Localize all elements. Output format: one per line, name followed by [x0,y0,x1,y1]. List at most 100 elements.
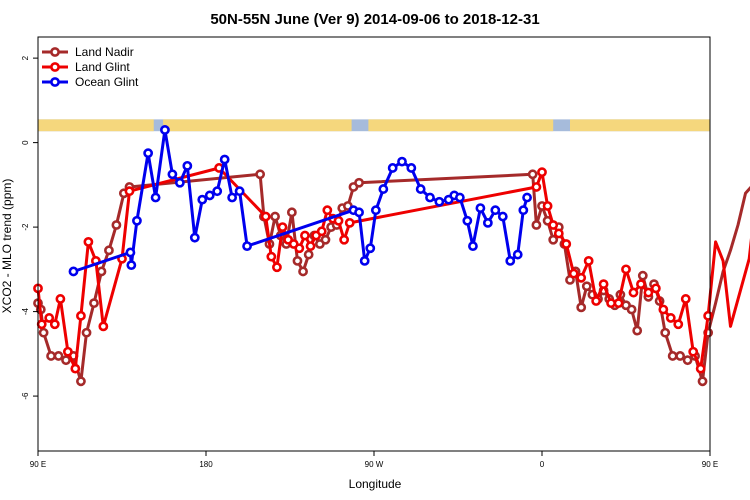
data-point [333,215,344,226]
data-point [576,272,587,283]
data-point [583,255,594,266]
data-point [44,313,55,323]
data-point [415,184,426,194]
data-point [697,376,708,387]
legend-swatch-marker [50,77,60,87]
data-point [55,294,66,304]
data-point [675,351,686,361]
data-point [548,220,559,230]
data-point [370,205,381,216]
data-point [197,194,208,205]
data-point [125,247,136,258]
data-point [70,363,81,374]
data-point [62,346,73,357]
data-point [628,287,639,298]
y-tick-label: -6 [21,392,30,400]
data-point [189,232,200,243]
data-point [568,268,579,279]
data-point [632,325,643,336]
data-point [270,211,280,222]
data-point [68,266,79,277]
data-point [354,207,364,218]
data-point [294,243,305,254]
data-point [454,192,465,203]
series-layer [33,125,750,387]
data-point [174,177,185,188]
data-point [36,319,47,330]
y-tick-label: 0 [21,140,30,145]
data-point [505,255,516,266]
data-point [81,327,92,338]
series-land-nadir [33,169,750,387]
data-point [475,203,486,213]
data-point [518,205,529,216]
data-point [53,351,64,361]
data-point [322,205,333,216]
data-point [482,217,493,228]
data-point [537,167,547,178]
data-point [703,310,714,321]
data-point [182,160,193,171]
data-point [680,294,691,304]
data-point [650,283,661,294]
data-point [150,192,161,203]
data-point [104,245,114,256]
data-point [344,217,355,228]
series-ocean-glint [68,125,532,277]
data-point [576,302,587,313]
data-point [49,319,60,330]
data-point [242,241,252,252]
legend-swatch-marker [50,62,60,72]
data-point [397,156,407,167]
data-point [626,304,637,315]
data-point [303,249,314,260]
data-point [673,319,684,330]
data-point [98,321,109,332]
data-point [227,192,238,203]
data-point [277,222,288,233]
data-point [111,220,122,230]
data-point [497,211,508,222]
data-point [658,304,669,315]
data-point [298,266,308,277]
data-point [636,279,646,290]
data-point [468,241,478,252]
plot-frame [37,36,711,452]
data-point [61,355,71,366]
x-tick-label: 0 [540,460,545,469]
data-point [643,287,654,298]
legend-label: Ocean Glint [75,75,139,89]
data-point [542,201,553,211]
data-point [667,351,678,361]
data-point [354,177,364,188]
data-point [406,163,417,173]
data-point [434,196,445,207]
x-tick-label: 90 W [365,460,384,469]
data-point [143,148,154,159]
data-point [598,279,609,290]
data-point [89,298,99,309]
data-point [591,296,602,306]
data-point [204,190,215,201]
data-point [83,236,94,247]
data-point [160,125,170,135]
data-point [637,270,648,281]
data-point [581,281,592,292]
data-point [561,239,572,249]
data-point [126,260,137,271]
data-point [219,154,230,165]
legend-label: Land Nadir [75,45,134,59]
data-point [76,310,86,321]
land-band-segment [368,119,554,132]
data-point [46,351,56,361]
data-point [300,230,310,241]
data-point [660,327,671,338]
x-tick-label: 180 [199,460,213,469]
data-point [613,298,624,309]
legend-swatch-marker [50,47,60,57]
data-point [621,264,631,275]
y-tick-label: -4 [21,307,30,315]
y-tick-label: -2 [21,223,30,231]
data-point [365,243,376,254]
